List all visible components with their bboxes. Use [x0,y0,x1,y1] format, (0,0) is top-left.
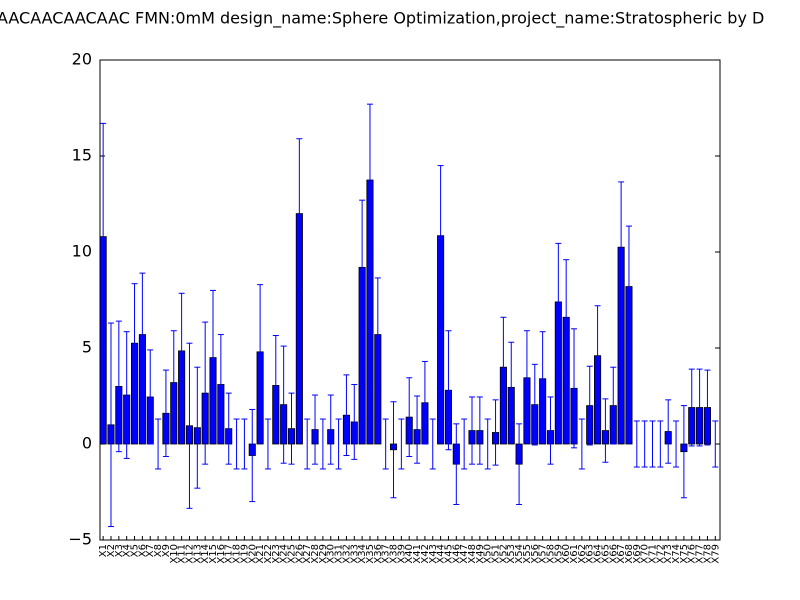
x-tick-label: X77 [695,544,706,564]
x-tick-label: X8 [153,544,164,557]
x-tick-label: X1 [98,544,109,557]
x-tick-label: X65 [600,544,611,564]
x-tick-label: X73 [663,544,674,564]
x-tick-label: X41 [412,544,423,564]
x-tick-label: X19 [239,544,250,564]
x-tick-label: X2 [106,544,117,557]
x-tick-label: X9 [161,544,172,557]
x-tick-label: X21 [255,544,266,564]
x-tick-label: X33 [349,544,360,564]
x-tick-label: X31 [334,544,345,564]
x-tick-label: X44 [436,544,447,564]
x-tick-label: X20 [247,544,258,564]
x-tick-label: X32 [341,544,352,564]
x-tick-label: X75 [679,544,690,564]
x-tick-label: X54 [514,544,525,564]
x-tick-label: X45 [443,544,454,564]
x-tick-label: X42 [420,544,431,564]
x-tick-label: X14 [200,544,211,564]
x-tick-label: X67 [616,544,627,564]
x-tick-label: X26 [294,544,305,564]
x-tick-label: X62 [577,544,588,564]
x-tick-label: X38 [389,544,400,564]
y-tick-label: −5 [68,530,92,549]
x-tick-label: X16 [216,544,227,564]
x-tick-label: X17 [224,544,235,564]
x-tick-label: X57 [538,544,549,564]
y-tick-label: 0 [82,434,92,453]
x-tick-label: X24 [279,544,290,564]
y-tick-label: 5 [82,338,92,357]
x-tick-label: X59 [553,544,564,564]
x-tick-label: X5 [130,544,141,557]
x-tick-label: X72 [655,544,666,564]
x-tick-label: X68 [624,544,635,564]
x-tick-label: X40 [404,544,415,564]
x-tick-label: X63 [585,544,596,564]
x-tick-label: X69 [632,544,643,564]
x-tick-label: X7 [145,544,156,557]
x-tick-label: X13 [192,544,203,564]
x-tick-label: X71 [648,544,659,564]
x-tick-label: X53 [506,544,517,564]
x-tick-label: X43 [428,544,439,564]
x-tick-label: X39 [396,544,407,564]
x-tick-label: X22 [263,544,274,564]
x-tick-label: X29 [318,544,329,564]
x-tick-label: X60 [561,544,572,564]
x-tick-label: X70 [640,544,651,564]
x-tick-label: X3 [114,544,125,557]
x-tick-label: X76 [687,544,698,564]
x-tick-label: X37 [381,544,392,564]
x-tick-label: X23 [271,544,282,564]
x-tick-label: X18 [232,544,243,564]
x-tick-label: X52 [498,544,509,564]
x-tick-label: X58 [545,544,556,564]
x-tick-label: X55 [522,544,533,564]
x-tick-label: X74 [671,544,682,564]
x-tick-label: X36 [373,544,384,564]
x-tick-label: X47 [459,544,470,564]
x-tick-label: X61 [569,544,580,564]
x-tick-label: X46 [451,544,462,564]
x-tick-label: X66 [608,544,619,564]
x-tick-label: X49 [475,544,486,564]
x-tick-label: X56 [530,544,541,564]
x-tick-label: X6 [137,544,148,557]
x-tick-label: X28 [310,544,321,564]
x-tick-label: X48 [467,544,478,564]
x-tick-label: X27 [302,544,313,564]
chart-title: AACAACAACAAC FMN:0mM design_name:Sphere … [0,9,764,29]
y-tick-label: 20 [72,50,92,69]
x-tick-label: X64 [593,544,604,564]
x-tick-label: X51 [491,544,502,564]
x-tick-label: X79 [710,544,721,564]
plot-frame [99,59,721,541]
x-tick-label: X10 [169,544,180,564]
x-tick-label: X4 [122,544,133,557]
x-tick-label: X35 [365,544,376,564]
x-tick-label: X11 [177,544,188,564]
x-tick-label: X34 [357,544,368,564]
y-tick-label: 10 [72,242,92,261]
x-tick-label: X78 [702,544,713,564]
x-tick-label: X25 [286,544,297,564]
x-tick-label: X30 [326,544,337,564]
y-tick-label: 15 [72,146,92,165]
x-tick-label: X15 [208,544,219,564]
x-tick-label: X50 [483,544,494,564]
x-tick-label: X12 [184,544,195,564]
